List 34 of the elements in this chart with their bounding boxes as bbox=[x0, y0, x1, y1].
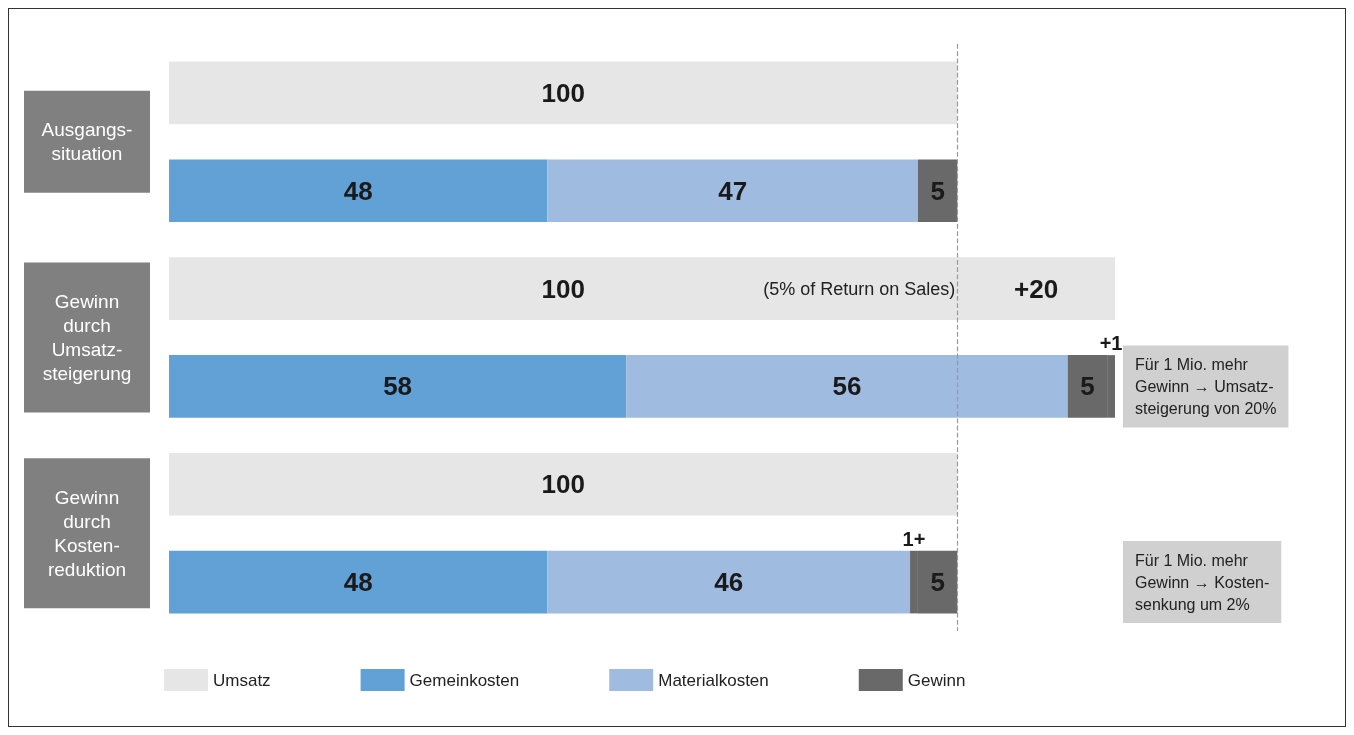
legend-label: Gemeinkosten bbox=[409, 670, 520, 690]
data-label: +1 bbox=[1099, 332, 1123, 355]
data-label: 1+ bbox=[902, 527, 926, 550]
bar bbox=[169, 355, 627, 418]
y-tick-label: Ausgangs- situation bbox=[41, 119, 133, 165]
bar bbox=[169, 550, 548, 614]
text: Für 1 Mio. mehr Gewinn → Kosten- senkung um 2% bbox=[1135, 551, 1270, 613]
data-label: 48 bbox=[343, 175, 373, 206]
bar bbox=[547, 159, 918, 223]
data-label: 100 bbox=[541, 469, 585, 500]
bar bbox=[169, 61, 958, 125]
data-label: 5 bbox=[930, 175, 945, 206]
data-label: 100 bbox=[541, 77, 585, 108]
annotation: (5% of Return on Sales) bbox=[763, 278, 956, 299]
legend-label: Materialkosten bbox=[658, 670, 769, 690]
data-label: 5 bbox=[1080, 371, 1095, 402]
data-label: 100 bbox=[541, 273, 585, 304]
bar bbox=[169, 452, 958, 516]
data-label: 5 bbox=[930, 567, 945, 598]
data-label: 58 bbox=[383, 371, 413, 402]
y-tick-label: Gewinn durch Kosten- reduktion bbox=[47, 486, 127, 580]
y-tick-label: Gewinn durch Umsatz- steigerung bbox=[42, 291, 132, 384]
bar bbox=[626, 355, 1068, 418]
data-label: +20 bbox=[1014, 273, 1059, 304]
bar bbox=[547, 550, 911, 614]
data-label: 47 bbox=[718, 175, 748, 206]
bar bbox=[917, 159, 958, 223]
legend-label: Gewinn bbox=[907, 670, 966, 690]
legend-label: Umsatz bbox=[213, 670, 271, 690]
data-label: 48 bbox=[343, 567, 373, 598]
data-label: 56 bbox=[832, 371, 862, 402]
bar bbox=[169, 159, 548, 223]
data-label: 46 bbox=[714, 567, 744, 598]
text: Für 1 Mio. mehr Gewinn → Umsatz- steigerung von 20% bbox=[1135, 355, 1277, 417]
